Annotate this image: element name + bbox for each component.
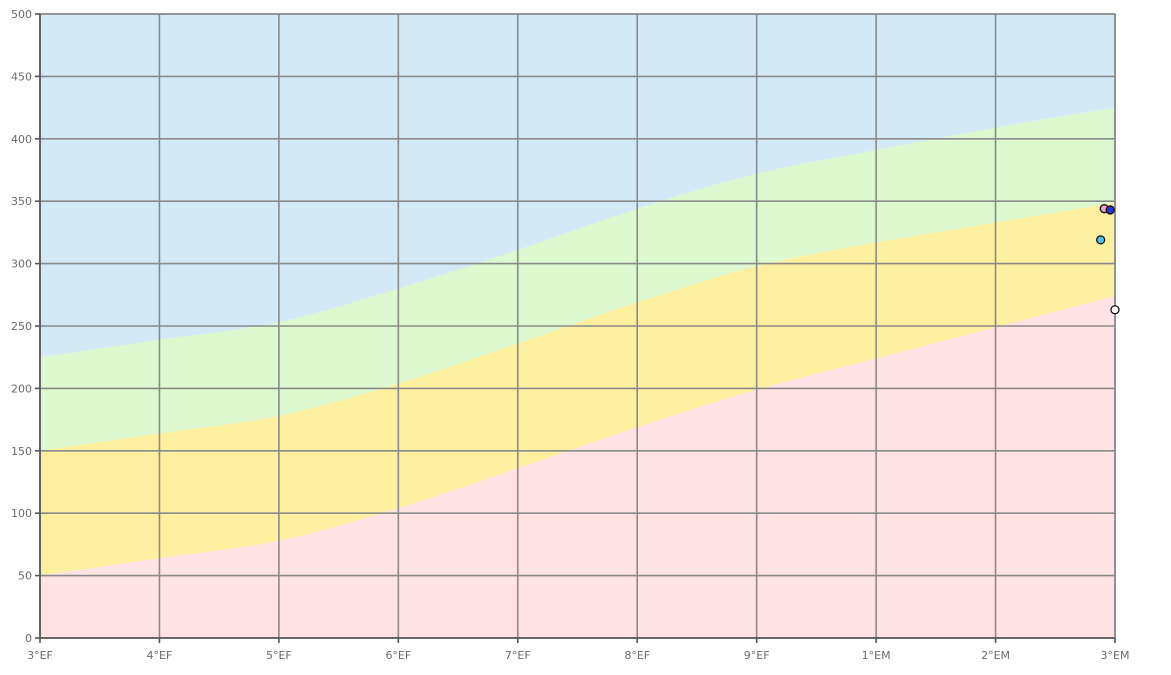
y-tick-label: 500 bbox=[11, 8, 32, 21]
y-tick-label: 350 bbox=[11, 195, 32, 208]
y-tick-label: 200 bbox=[11, 382, 32, 395]
y-tick-label: 250 bbox=[11, 320, 32, 333]
y-tick-label: 0 bbox=[25, 632, 32, 645]
x-tick-label: 3°EF bbox=[27, 649, 53, 662]
y-tick-label: 150 bbox=[11, 445, 32, 458]
x-tick-label: 8°EF bbox=[624, 649, 650, 662]
y-tick-label: 100 bbox=[11, 507, 32, 520]
data-point[interactable] bbox=[1096, 235, 1106, 245]
y-tick-label: 400 bbox=[11, 133, 32, 146]
y-tick-label: 450 bbox=[11, 70, 32, 83]
data-point[interactable] bbox=[1110, 305, 1120, 315]
x-tick-label: 1°EM bbox=[862, 649, 891, 662]
x-tick-label: 9°EF bbox=[744, 649, 770, 662]
x-tick-label: 5°EF bbox=[266, 649, 292, 662]
x-tick-label: 3°EM bbox=[1101, 649, 1130, 662]
data-point[interactable] bbox=[1105, 205, 1115, 215]
band-2 bbox=[40, 107, 1115, 451]
band-3 bbox=[40, 14, 1115, 358]
x-tick-label: 4°EF bbox=[147, 649, 173, 662]
y-tick-label: 300 bbox=[11, 258, 32, 271]
y-tick-label: 50 bbox=[18, 570, 32, 583]
bands-layer bbox=[40, 14, 1115, 638]
points-layer bbox=[1096, 204, 1120, 315]
band-0 bbox=[40, 296, 1115, 638]
x-tick-label: 2°EM bbox=[981, 649, 1010, 662]
x-tick-label: 7°EF bbox=[505, 649, 531, 662]
x-tick-label: 6°EF bbox=[385, 649, 411, 662]
axis-layer: 0 50 100 150 200 250 300 350 400 450 500 3°EF 4°EF 5°… bbox=[11, 8, 1129, 662]
